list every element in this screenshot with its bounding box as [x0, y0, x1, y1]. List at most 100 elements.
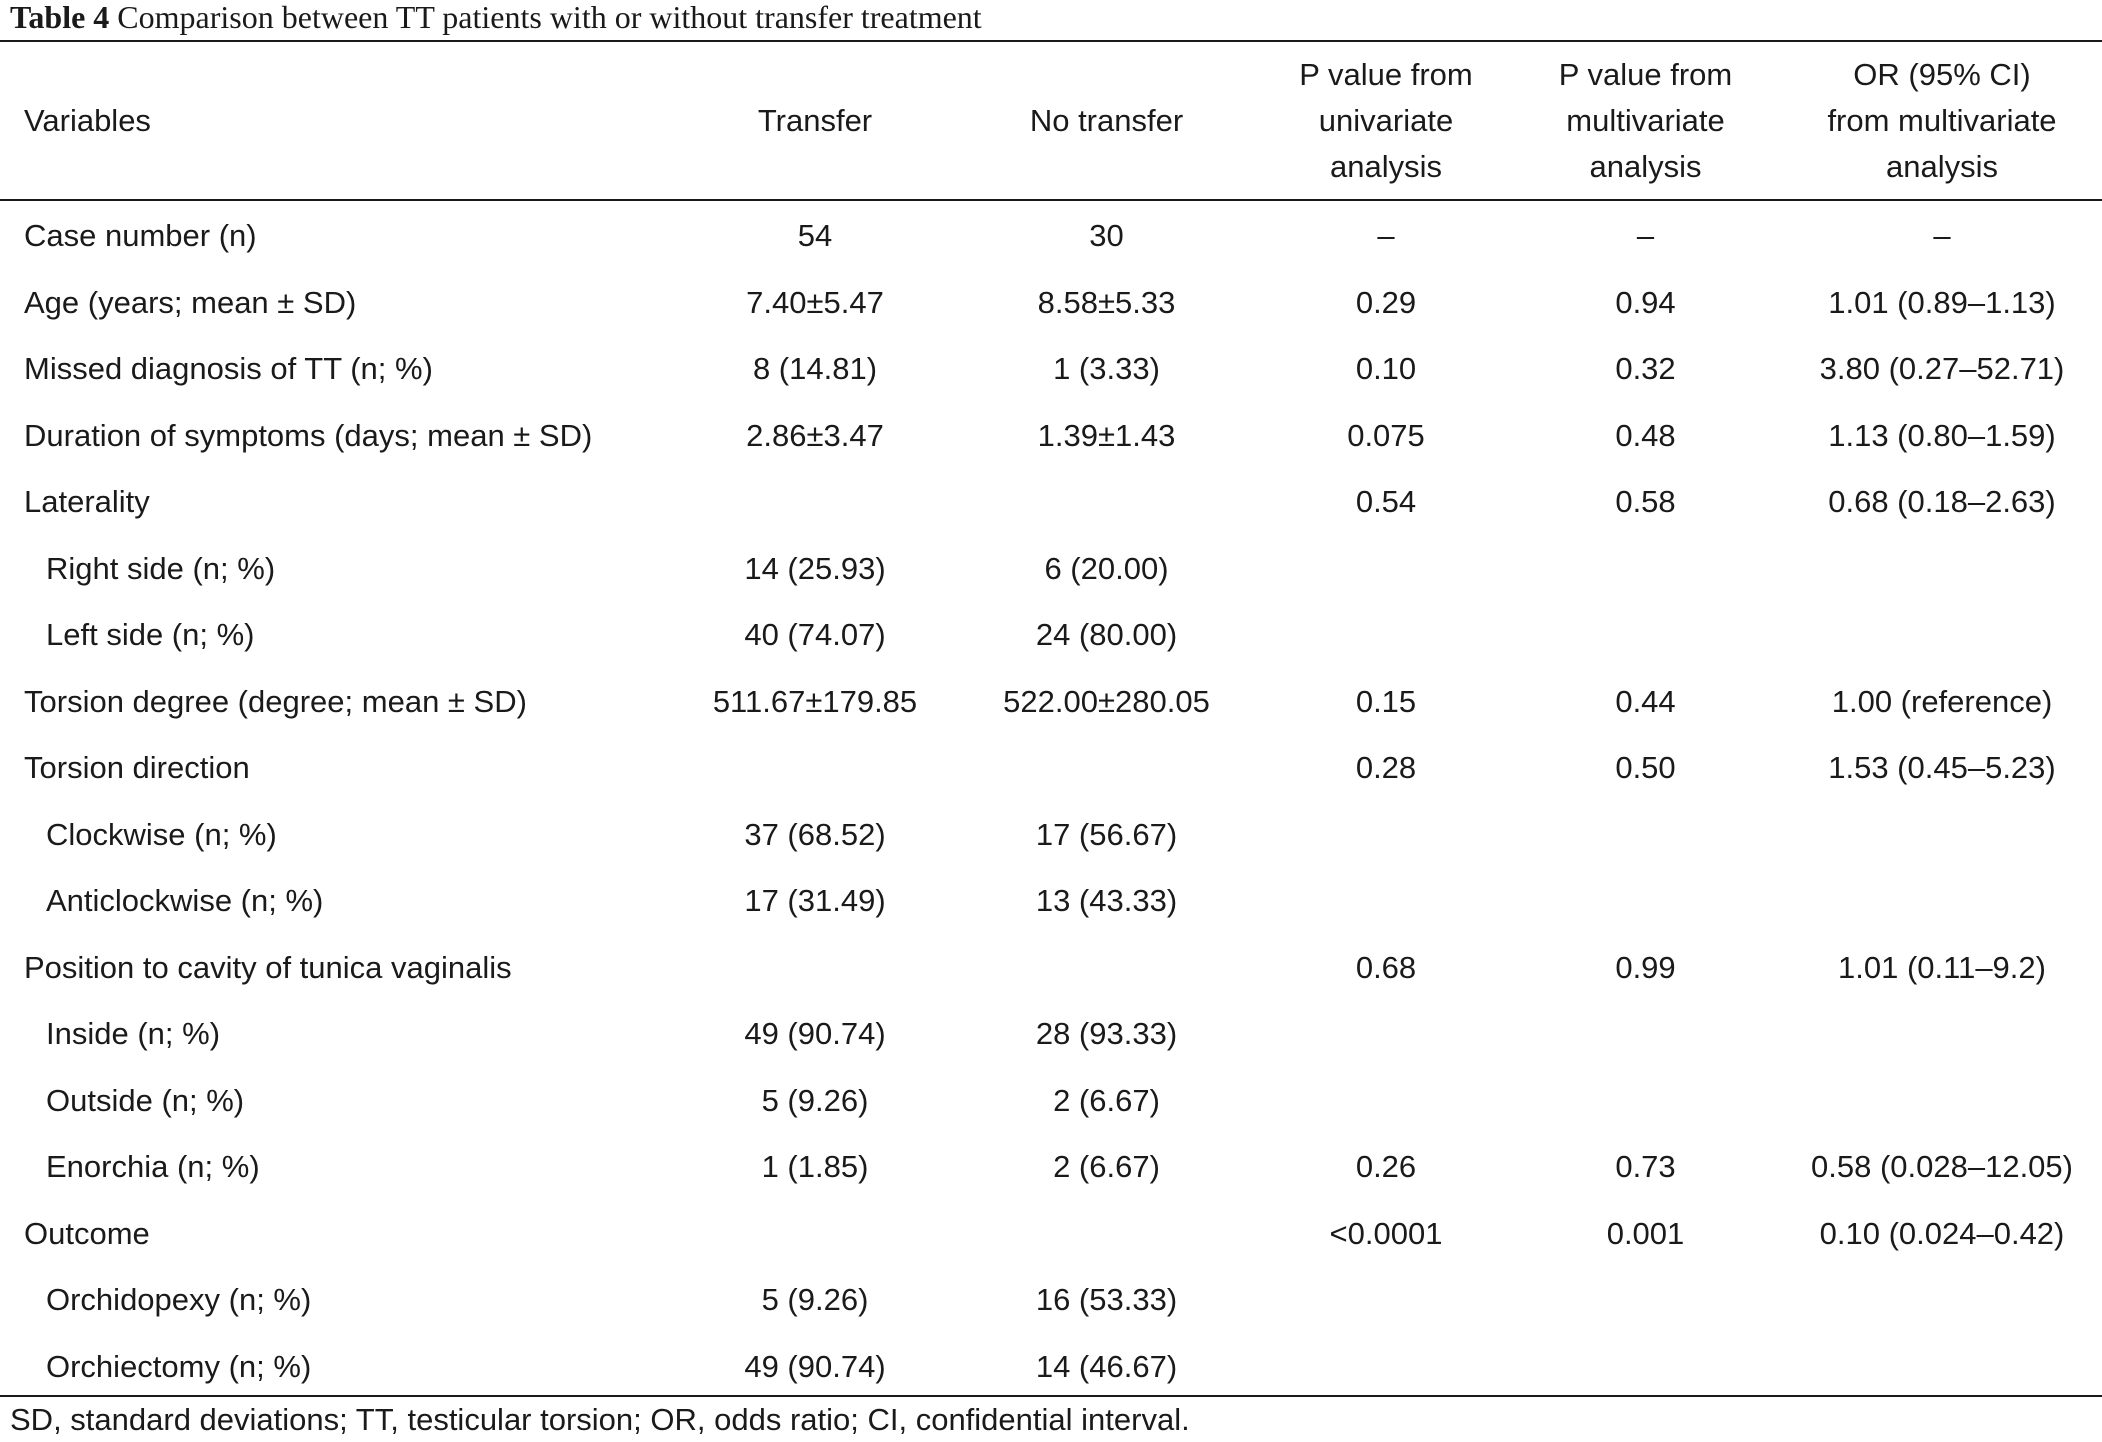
- header-p-univariate-line: P value from: [1299, 56, 1473, 92]
- cell-variable: Inside (n; %): [46, 1016, 221, 1052]
- header-rule: [0, 199, 2102, 201]
- cell-variable: Duration of symptoms (days; mean ± SD): [24, 417, 593, 453]
- cell-transfer: 1 (1.85): [761, 1149, 869, 1185]
- table-body: Case number (n) 54 30 – – – Age (years; …: [0, 199, 2102, 1400]
- cell-transfer: [680, 1201, 950, 1268]
- cell-p-univariate: 0.28: [1355, 750, 1417, 786]
- cell-no-transfer: 17 (56.67): [1035, 816, 1178, 852]
- cell-no-transfer: 8.58±5.33: [1037, 284, 1176, 320]
- cell-variable: Torsion degree (degree; mean ± SD): [24, 683, 527, 719]
- cell-or-ci: 1.01 (0.11–9.2): [1838, 949, 2046, 985]
- cell-p-univariate: <0.0001: [1329, 1215, 1443, 1251]
- cell-or-ci: 1.13 (0.80–1.59): [1828, 417, 2056, 453]
- cell-transfer: 54: [797, 218, 833, 254]
- cell-transfer: 8 (14.81): [752, 351, 878, 387]
- cell-variable: Position to cavity of tunica vaginalis: [24, 949, 512, 985]
- cell-p-multivariate: 0.99: [1615, 949, 1676, 985]
- table-row: Torsion direction 0.28 0.50 1.53 (0.45–5…: [0, 735, 2102, 802]
- table-header: Variables Transfer No transfer P value f…: [0, 42, 2102, 199]
- table-row: Clockwise (n; %) 37 (68.52) 17 (56.67): [0, 802, 2102, 869]
- cell-transfer: [680, 469, 950, 536]
- cell-p-multivariate: 0.32: [1615, 351, 1676, 387]
- cell-or-ci: 3.80 (0.27–52.71): [1819, 351, 2065, 387]
- cell-no-transfer: [950, 469, 1263, 536]
- table-row: Torsion degree (degree; mean ± SD) 511.6…: [0, 669, 2102, 736]
- bottom-rule: [0, 1395, 2102, 1397]
- cell-or-ci: [1782, 1334, 2102, 1401]
- table-footnote: SD, standard deviations; TT, testicular …: [10, 1402, 1190, 1437]
- cell-p-multivariate: [1509, 1068, 1782, 1135]
- table-row: Missed diagnosis of TT (n; %) 8 (14.81) …: [0, 336, 2102, 403]
- cell-or-ci: 1.53 (0.45–5.23): [1828, 750, 2056, 786]
- table-row: Duration of symptoms (days; mean ± SD) 2…: [0, 403, 2102, 470]
- cell-variable: Outcome: [24, 1215, 150, 1251]
- cell-variable: Orchidopexy (n; %): [46, 1282, 312, 1318]
- cell-p-univariate: 0.10: [1355, 351, 1417, 387]
- cell-or-ci: [1782, 1001, 2102, 1068]
- comparison-table: Variables Transfer No transfer P value f…: [0, 42, 2102, 1400]
- cell-no-transfer: 1 (3.33): [1053, 351, 1160, 387]
- cell-no-transfer: 30: [1089, 218, 1124, 254]
- table-row: Enorchia (n; %) 1 (1.85) 2 (6.67) 0.26 0…: [0, 1134, 2102, 1201]
- cell-p-multivariate: 0.73: [1615, 1149, 1676, 1185]
- cell-p-multivariate: 0.001: [1606, 1215, 1685, 1251]
- table-row: Right side (n; %) 14 (25.93) 6 (20.00): [0, 536, 2102, 603]
- cell-variable: Left side (n; %): [46, 617, 255, 653]
- cell-p-multivariate: 0.50: [1615, 750, 1676, 786]
- cell-variable: Right side (n; %): [46, 550, 276, 586]
- cell-p-univariate: 0.29: [1355, 284, 1417, 320]
- header-p-multivariate-line: multivariate: [1566, 102, 1725, 138]
- cell-transfer: 49 (90.74): [744, 1348, 886, 1384]
- cell-or-ci: 0.68 (0.18–2.63): [1828, 484, 2056, 520]
- cell-p-univariate: [1263, 1267, 1509, 1334]
- cell-transfer: 5 (9.26): [761, 1282, 869, 1318]
- cell-transfer: 14 (25.93): [744, 550, 886, 586]
- cell-p-univariate: [1263, 1334, 1509, 1401]
- top-rule: [0, 40, 2102, 42]
- cell-or-ci: 0.10 (0.024–0.42): [1819, 1215, 2065, 1251]
- table-caption-label: Table 4: [10, 0, 110, 35]
- table-row: Case number (n) 54 30 – – –: [0, 199, 2102, 270]
- cell-p-univariate: [1263, 1001, 1509, 1068]
- cell-or-ci: [1782, 602, 2102, 669]
- cell-transfer: [680, 735, 950, 802]
- table-row: Orchidopexy (n; %) 5 (9.26) 16 (53.33): [0, 1267, 2102, 1334]
- cell-no-transfer: [950, 935, 1263, 1002]
- cell-p-multivariate: [1509, 1001, 1782, 1068]
- cell-no-transfer: 28 (93.33): [1035, 1016, 1178, 1052]
- cell-or-ci: 1.01 (0.89–1.13): [1828, 284, 2056, 320]
- table-caption-text: Comparison between TT patients with or w…: [109, 0, 982, 35]
- header-or-ci-line: analysis: [1886, 148, 1998, 184]
- cell-no-transfer: 14 (46.67): [1035, 1348, 1178, 1384]
- table-row: Outside (n; %) 5 (9.26) 2 (6.67): [0, 1068, 2102, 1135]
- cell-p-multivariate: –: [1636, 218, 1655, 254]
- cell-p-univariate: –: [1377, 218, 1395, 254]
- header-no-transfer: No transfer: [1029, 102, 1184, 138]
- cell-no-transfer: 13 (43.33): [1035, 883, 1178, 919]
- cell-no-transfer: [950, 735, 1263, 802]
- cell-transfer: 2.86±3.47: [746, 417, 884, 453]
- cell-no-transfer: 522.00±280.05: [1003, 683, 1210, 719]
- cell-transfer: 49 (90.74): [744, 1016, 886, 1052]
- cell-no-transfer: 6 (20.00): [1044, 550, 1169, 586]
- header-p-multivariate: P value from multivariate analysis: [1509, 42, 1782, 199]
- table-row: Laterality 0.54 0.58 0.68 (0.18–2.63): [0, 469, 2102, 536]
- cell-variable: Outside (n; %): [46, 1082, 245, 1118]
- cell-transfer: 511.67±179.85: [712, 683, 918, 719]
- cell-no-transfer: 24 (80.00): [1035, 617, 1178, 653]
- cell-p-univariate: [1263, 536, 1509, 603]
- header-or-ci-line: from multivariate: [1827, 102, 2057, 138]
- table-row: Outcome <0.0001 0.001 0.10 (0.024–0.42): [0, 1201, 2102, 1268]
- header-row: Variables Transfer No transfer P value f…: [0, 42, 2102, 199]
- cell-no-transfer: 1.39±1.43: [1037, 417, 1176, 453]
- cell-or-ci: [1782, 868, 2102, 935]
- cell-or-ci: 1.00 (reference): [1831, 683, 2053, 719]
- header-p-multivariate-line: analysis: [1589, 148, 1702, 184]
- cell-p-univariate: 0.54: [1355, 484, 1417, 520]
- cell-variable: Torsion direction: [24, 750, 250, 786]
- cell-or-ci: [1782, 536, 2102, 603]
- header-variables: Variables: [24, 102, 151, 138]
- cell-p-univariate: 0.15: [1355, 683, 1417, 719]
- cell-p-multivariate: 0.58: [1615, 484, 1676, 520]
- cell-transfer: 40 (74.07): [744, 617, 886, 653]
